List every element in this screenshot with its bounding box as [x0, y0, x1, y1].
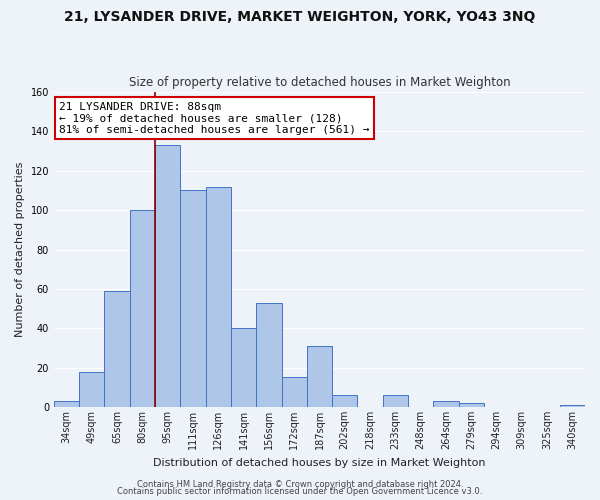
X-axis label: Distribution of detached houses by size in Market Weighton: Distribution of detached houses by size …: [153, 458, 486, 468]
Bar: [130, 210, 155, 407]
Title: Size of property relative to detached houses in Market Weighton: Size of property relative to detached ho…: [128, 76, 510, 90]
Bar: [458, 403, 484, 407]
Bar: [307, 346, 332, 407]
Bar: [256, 302, 281, 407]
Bar: [332, 395, 358, 407]
Bar: [560, 405, 585, 407]
Bar: [383, 395, 408, 407]
Bar: [79, 372, 104, 407]
Bar: [104, 291, 130, 407]
Text: 21, LYSANDER DRIVE, MARKET WEIGHTON, YORK, YO43 3NQ: 21, LYSANDER DRIVE, MARKET WEIGHTON, YOR…: [64, 10, 536, 24]
Bar: [281, 378, 307, 407]
Text: 21 LYSANDER DRIVE: 88sqm
← 19% of detached houses are smaller (128)
81% of semi-: 21 LYSANDER DRIVE: 88sqm ← 19% of detach…: [59, 102, 370, 134]
Text: Contains public sector information licensed under the Open Government Licence v3: Contains public sector information licen…: [118, 487, 482, 496]
Bar: [181, 190, 206, 407]
Bar: [433, 401, 458, 407]
Bar: [206, 186, 231, 407]
Text: Contains HM Land Registry data © Crown copyright and database right 2024.: Contains HM Land Registry data © Crown c…: [137, 480, 463, 489]
Bar: [231, 328, 256, 407]
Y-axis label: Number of detached properties: Number of detached properties: [15, 162, 25, 337]
Bar: [54, 401, 79, 407]
Bar: [155, 145, 181, 407]
